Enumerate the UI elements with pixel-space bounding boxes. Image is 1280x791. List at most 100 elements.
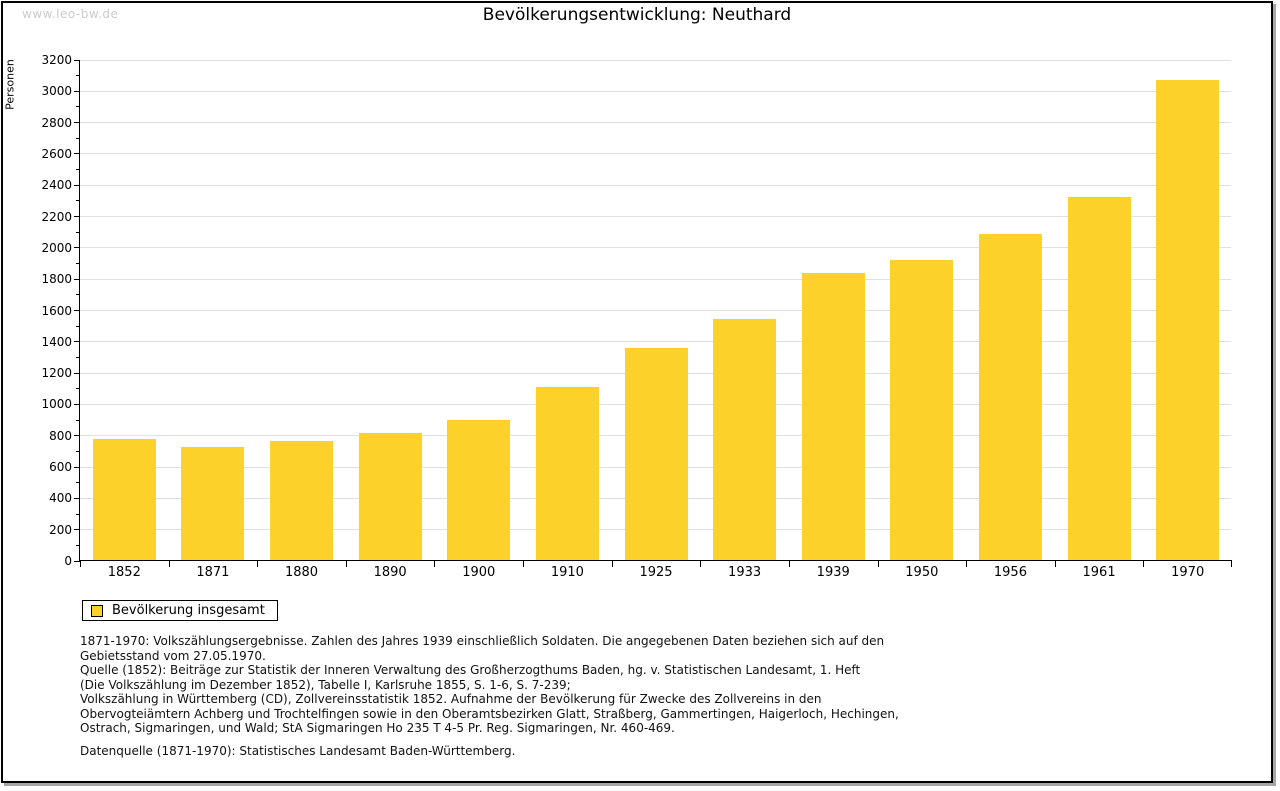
x-tick-label: 1933 [728,565,762,580]
y-tick [74,153,80,155]
x-tick-label: 1970 [1171,565,1205,580]
x-tick [1143,560,1145,567]
y-minor-tick [76,263,80,265]
x-tick-label: 1890 [373,565,407,580]
y-axis-title: Personen [3,59,17,110]
y-minor-tick [76,388,80,390]
x-tick-label: 1950 [905,565,939,580]
gridline [80,153,1231,155]
gridline [80,247,1231,249]
bar-1950 [890,260,954,560]
y-tick [74,278,80,280]
y-minor-tick [76,231,80,233]
bar-1961 [1067,196,1131,560]
y-tick [74,247,80,249]
chart-title: Bevölkerungsentwicklung: Neuthard [482,5,792,25]
bar-1880 [270,441,334,560]
x-tick-label: 1910 [550,565,584,580]
footnote-line: Ostrach, Sigmaringen, und Wald; StA Sigm… [80,721,675,735]
x-tick [966,560,968,567]
x-tick [1054,560,1056,567]
y-tick-label: 800 [49,428,72,443]
y-minor-tick [76,419,80,421]
footnote-line: 1871-1970: Volkszählungsergebnisse. Zahl… [80,634,885,648]
bar-1939 [801,272,865,560]
y-tick [74,184,80,186]
x-tick [434,560,436,567]
y-tick-label: 2600 [41,146,72,161]
footnote-line: (Die Volkszählung im Dezember 1852), Tab… [80,677,571,692]
x-tick [700,560,702,567]
y-tick-label: 3000 [41,84,72,99]
legend-label: Bevölkerung insgesamt [112,603,265,618]
legend-swatch-icon [91,604,103,617]
gridline [80,59,1231,61]
footnote-line: Obervogteiämtern Achberg und Trochtelfin… [80,706,899,721]
x-tick [257,560,259,567]
bar-1970 [1156,80,1220,560]
y-tick [74,497,80,499]
x-tick [523,560,525,567]
x-tick-label: 1880 [284,565,319,580]
y-minor-tick [76,513,80,515]
footnote-line: Quelle (1852): Beiträge zur Statistik de… [80,663,861,677]
x-tick-label: 1956 [993,565,1027,580]
gridline [80,122,1231,124]
y-tick-label: 2200 [41,209,72,224]
y-tick-label: 1800 [41,272,72,287]
y-tick [74,372,80,374]
bar-1890 [358,433,422,560]
y-tick [74,122,80,124]
x-tick [611,560,613,567]
bar-1956 [978,234,1042,560]
datasource-line: Datenquelle (1871-1970): Statistisches L… [80,743,516,758]
y-minor-tick [76,450,80,452]
y-tick-label: 2000 [41,240,72,255]
gridline [80,310,1231,311]
watermark: www.leo-bw.de [22,7,119,21]
y-tick-label: 1600 [41,303,72,318]
gridline [80,184,1231,186]
y-tick [74,403,80,405]
y-minor-tick [76,75,80,77]
y-minor-tick [76,325,80,327]
x-tick [788,560,790,567]
bar-1933 [713,318,777,560]
y-tick [74,466,80,468]
y-minor-tick [76,169,80,171]
y-tick-label: 1000 [41,397,72,412]
y-tick-label: 200 [49,522,72,537]
y-tick [74,529,80,531]
bar-1910 [535,387,599,560]
y-tick [74,435,80,437]
footnote-line: Volkszählung in Württemberg (CD), Zollve… [80,692,822,706]
footnote-line: Gebietsstand vom 27.05.1970. [80,648,266,663]
y-tick-label: 400 [49,491,72,506]
x-tick [80,560,81,567]
bar-1871 [181,447,245,560]
y-tick [74,90,80,92]
y-tick-label: 2400 [41,178,72,193]
gridline [80,90,1231,92]
y-minor-tick [76,106,80,108]
gridline [80,278,1231,280]
x-tick [877,560,879,567]
y-minor-tick [76,137,80,139]
x-tick-label: 1871 [196,565,230,580]
gridline [80,216,1231,218]
y-minor-tick [76,294,80,296]
y-minor-tick [76,544,80,546]
y-tick [74,310,80,311]
y-tick [74,560,80,562]
source-notes: 1871-1970: Volkszählungsergebnisse. Zahl… [80,634,1180,758]
x-tick [345,560,347,567]
x-tick-label: 1925 [639,565,673,580]
y-minor-tick [76,200,80,202]
x-tick [168,560,170,567]
y-minor-tick [76,482,80,484]
y-tick-label: 1200 [41,366,72,381]
y-tick-label: 600 [49,460,72,475]
y-tick [74,59,80,61]
plot-area: 0 200 400 600 800 1000 1200 1400 1600 1800 2000 220… [41,53,1232,580]
y-tick [74,216,80,218]
